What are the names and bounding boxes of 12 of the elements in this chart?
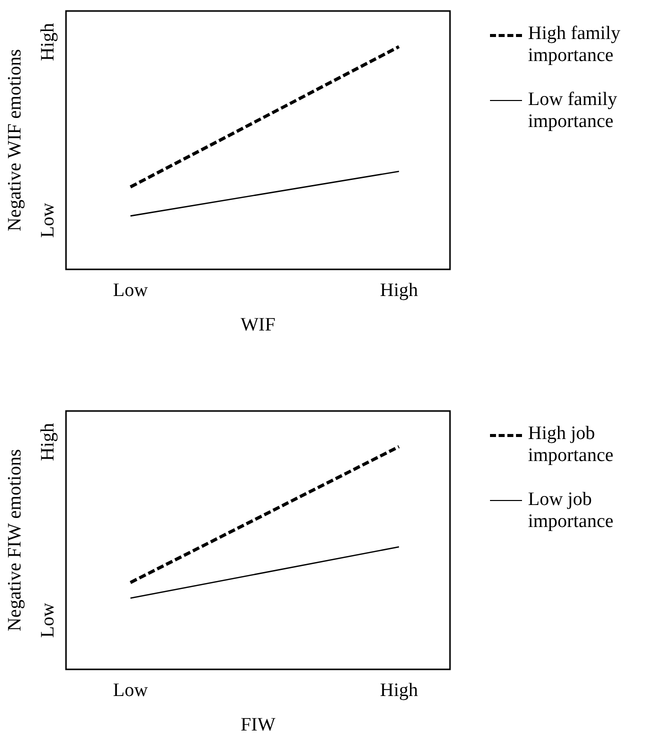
x-axis-title: FIW xyxy=(240,714,276,736)
text: Low xyxy=(37,202,58,238)
y-axis-title: Negative FIW emotions xyxy=(4,449,26,632)
legend-label: High family importance xyxy=(528,23,622,67)
legend-label: Low family importance xyxy=(528,88,618,132)
y-axis-title: Negative WIF emotions xyxy=(4,49,26,232)
text: High xyxy=(37,422,58,462)
x-axis-title: WIF xyxy=(240,314,276,336)
text: High xyxy=(37,22,58,62)
legend-label: Low job importance xyxy=(528,488,614,532)
legend-label: High job importance xyxy=(528,423,614,467)
text: Low xyxy=(37,602,58,638)
